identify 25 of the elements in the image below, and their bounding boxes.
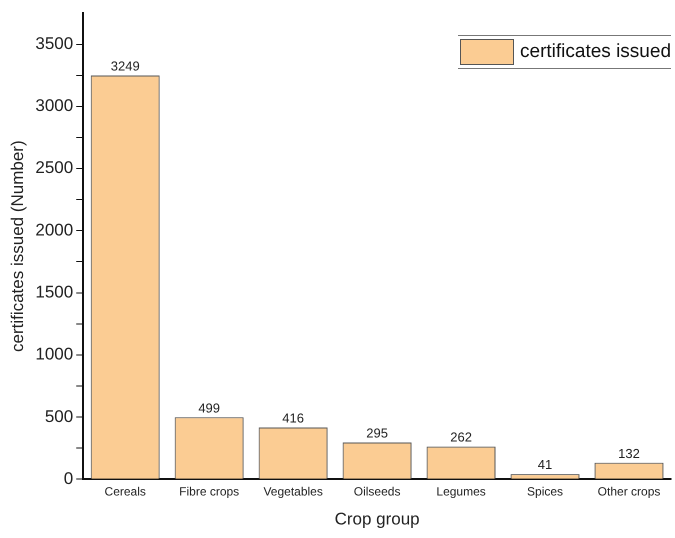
x-tick-label: Oilseeds	[354, 484, 400, 499]
y-tick-label: 0	[64, 468, 74, 488]
data-label: 3249	[110, 58, 140, 74]
y-axis-title: certificates issued (Number)	[8, 140, 27, 352]
x-tick-label: Vegetables	[263, 484, 323, 499]
data-label: 499	[198, 400, 220, 416]
y-tick-label: 1000	[35, 344, 74, 364]
y-tick-label: 500	[44, 406, 74, 426]
data-label: 295	[366, 426, 388, 441]
x-tick-label: Fibre crops	[179, 484, 240, 499]
x-tick-label: Other crops	[598, 484, 660, 499]
x-axis-title: Crop group	[334, 509, 420, 528]
x-tick-label: Cereals	[104, 484, 146, 499]
x-tick-label: Legumes	[436, 484, 486, 499]
data-label: 416	[282, 410, 304, 426]
y-tick-label: 3500	[35, 34, 74, 53]
y-tick-label: 2500	[35, 158, 74, 178]
y-tick-label: 3000	[35, 96, 74, 116]
data-label: 41	[538, 457, 552, 472]
y-tick-label: 1500	[35, 282, 74, 302]
data-label: 132	[618, 446, 640, 461]
x-tick-label: Spices	[527, 484, 564, 499]
legend-label: certificates issued	[520, 41, 672, 64]
data-label: 262	[450, 430, 472, 445]
y-tick-label: 2000	[35, 220, 74, 240]
